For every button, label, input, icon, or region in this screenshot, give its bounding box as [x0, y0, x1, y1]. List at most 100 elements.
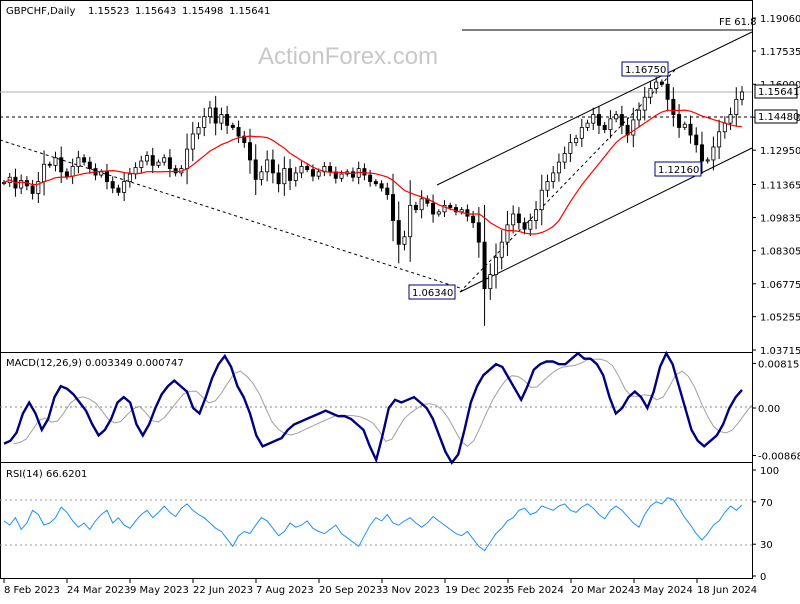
candle-body — [562, 153, 567, 163]
ohlc-low: 1.15498 — [182, 6, 223, 17]
candle-body — [431, 202, 436, 215]
annotation-mid-text: 1.12160 — [658, 165, 699, 176]
candle-body — [53, 157, 58, 166]
candle-body — [465, 209, 470, 217]
x-tick-label: 3 Nov 2023 — [382, 585, 440, 596]
x-tick-label: 3 May 2024 — [634, 585, 693, 596]
price-title: GBPCHF,Daily — [6, 6, 75, 17]
price-tick-label: 1.11365 — [760, 180, 800, 191]
candle-body — [499, 241, 504, 258]
candle-body — [150, 155, 155, 166]
candle-body — [202, 116, 207, 128]
candle-body — [705, 159, 710, 162]
annotation-low: 1.06340 — [408, 284, 456, 300]
candle-body — [476, 222, 481, 243]
candle-body — [373, 181, 378, 185]
moving-average-line — [3, 109, 743, 235]
rsi-tick-label: 100 — [760, 466, 779, 477]
candle-body — [734, 98, 739, 115]
level-price-tag: 1.14480 — [754, 109, 799, 124]
candle-body — [190, 133, 195, 150]
candle-body — [282, 168, 287, 185]
candle-body — [110, 181, 115, 189]
candlestick-series — [2, 72, 745, 326]
candle-body — [637, 109, 642, 121]
candle-body — [70, 166, 75, 177]
candle-body — [648, 88, 653, 98]
channel-upper-line — [436, 31, 753, 186]
x-tick-label: 7 Aug 2023 — [256, 585, 314, 596]
x-tick-label: 20 Mar 2024 — [571, 585, 634, 596]
candle-body — [539, 189, 544, 211]
candle-body — [30, 185, 35, 194]
candle-body — [545, 181, 550, 191]
x-tick-label: 24 Mar 2023 — [67, 585, 130, 596]
candle-body — [379, 183, 384, 189]
candle-body — [631, 119, 636, 136]
x-tick-label: 18 Jun 2024 — [697, 585, 757, 596]
candle-body — [276, 172, 281, 185]
candle-body — [579, 127, 584, 139]
candle-body — [585, 122, 590, 128]
candle-body — [419, 198, 424, 211]
candle-body — [511, 213, 516, 226]
ohlc-open: 1.15523 — [88, 6, 129, 17]
candle-body — [677, 114, 682, 128]
candle-body — [413, 204, 418, 211]
candle-body — [350, 171, 355, 178]
candle-body — [699, 144, 704, 162]
candle-body — [122, 181, 127, 193]
candle-body — [694, 134, 699, 146]
ohlc-high: 1.15643 — [135, 6, 176, 17]
current-price-tag: 1.15641 — [754, 84, 799, 99]
candle-body — [104, 171, 109, 182]
candle-body — [482, 241, 487, 290]
candle-body — [488, 274, 493, 290]
rsi-line — [3, 497, 743, 552]
price-axis: 1.190601.175351.160001.144801.129501.113… — [752, 14, 800, 357]
macd-tick-label: 0.00 — [758, 404, 780, 415]
candle-body — [505, 224, 510, 243]
candle-body — [139, 160, 144, 168]
x-tick-label: 19 Dec 2023 — [445, 585, 509, 596]
macd-axis: 0.00815 0.00 -0.008681 — [752, 359, 800, 463]
candle-body — [402, 236, 407, 245]
candle-body — [596, 114, 601, 126]
x-tick-label: 5 Feb 2024 — [508, 585, 564, 596]
level-price-text: 1.14480 — [758, 112, 799, 123]
candle-body — [722, 122, 727, 133]
candle-body — [288, 168, 293, 181]
candle-body — [368, 174, 373, 182]
x-tick-label: 22 Jun 2023 — [193, 585, 253, 596]
annotation-low-text: 1.06340 — [412, 288, 453, 299]
price-tick-label: 1.12950 — [760, 146, 800, 157]
candle-body — [145, 155, 150, 162]
downtrend-line — [0, 139, 461, 289]
candle-body — [682, 123, 687, 128]
price-tick-label: 1.06775 — [760, 280, 800, 291]
candle-body — [259, 171, 264, 180]
candle-body — [236, 127, 241, 137]
candle-body — [42, 163, 47, 182]
rsi-tick-label: 30 — [760, 540, 773, 551]
candle-body — [551, 172, 556, 182]
time-axis: 8 Feb 2023 24 Mar 2023 9 May 2023 22 Jun 20… — [3, 578, 757, 596]
candle-body — [2, 182, 7, 185]
candle-body — [270, 159, 275, 174]
candle-body — [642, 96, 647, 111]
candle-body — [299, 166, 304, 174]
candle-body — [64, 171, 69, 177]
candle-body — [408, 204, 413, 238]
candle-body — [516, 213, 521, 224]
candle-body — [396, 220, 401, 245]
candle-body — [362, 168, 367, 176]
candle-body — [133, 167, 138, 175]
candle-body — [619, 114, 624, 126]
candle-body — [728, 114, 733, 124]
candle-body — [654, 81, 659, 89]
fe-label: FE 61.8 — [719, 17, 757, 28]
current-price-text: 1.15641 — [758, 87, 799, 98]
candle-body — [328, 166, 333, 173]
